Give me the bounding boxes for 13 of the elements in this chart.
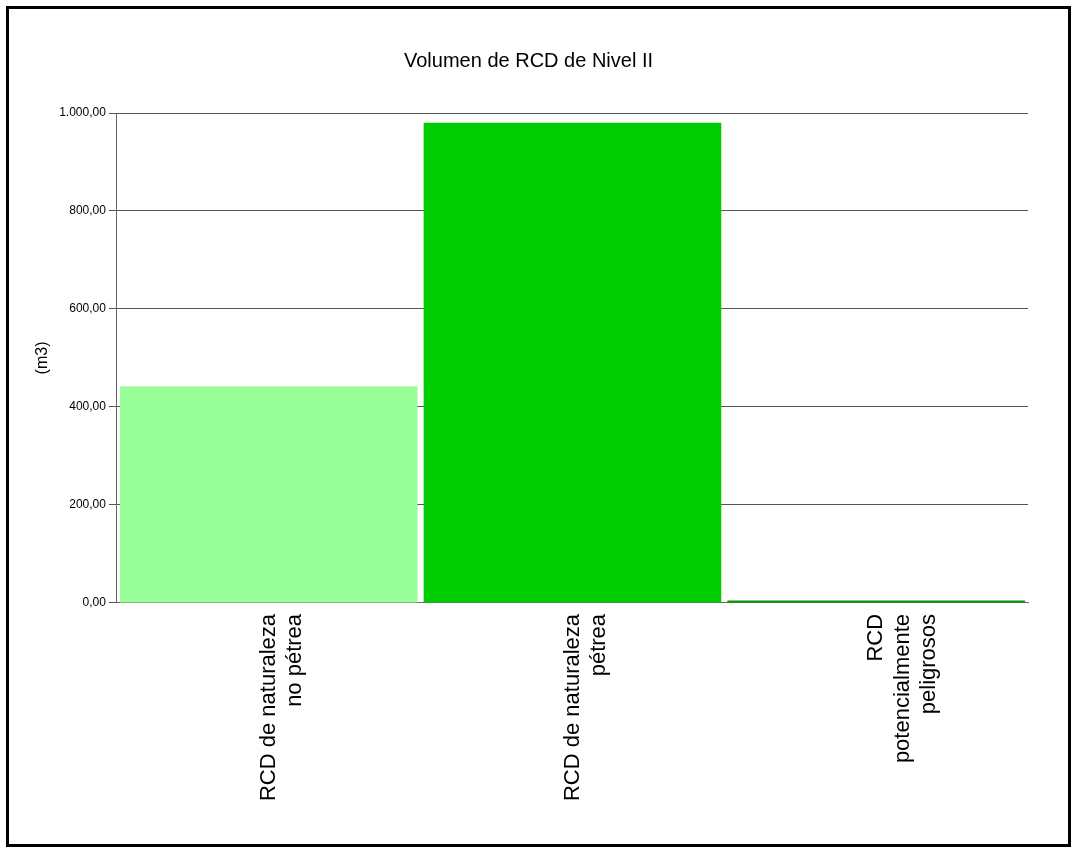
y-axis-title: (m3): [33, 341, 51, 375]
x-tick-label: RCD de naturaleza no pétrea: [254, 613, 307, 802]
bar: [423, 122, 722, 603]
y-tick-label: 600,00: [69, 301, 107, 316]
y-tick-label: 1.000,00: [59, 105, 107, 120]
y-tick-label: 800,00: [69, 203, 107, 218]
chart-title: Volumen de RCD de Nivel II: [403, 48, 654, 71]
x-tick-label: RCD potencialmente peligrosos: [862, 613, 941, 764]
x-tick-label: RCD de naturaleza pétrea: [558, 613, 610, 802]
y-tick-label: 400,00: [69, 399, 107, 414]
y-tick-label: 0,00: [82, 595, 107, 610]
y-tick-label: 200,00: [69, 497, 107, 512]
bar: [119, 386, 418, 603]
